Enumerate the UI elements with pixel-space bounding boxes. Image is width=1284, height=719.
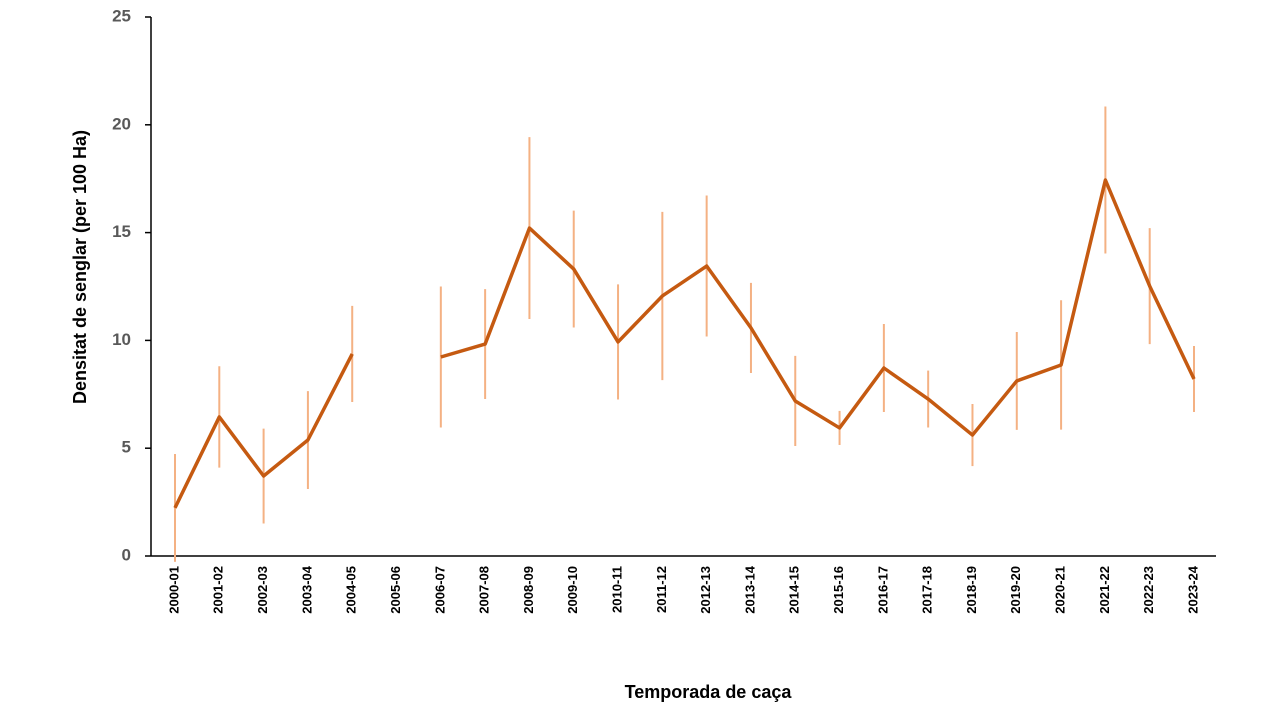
x-tick-label: 2009-10 xyxy=(565,566,580,614)
data-line xyxy=(173,178,1196,509)
x-tick-label: 2017-18 xyxy=(920,566,935,614)
x-tick-label: 2001-02 xyxy=(211,566,226,614)
x-tick-label: 2000-01 xyxy=(166,566,181,614)
x-tick-label: 2014-15 xyxy=(787,566,802,614)
x-tick-label: 2011-12 xyxy=(654,566,669,613)
y-tick-label: 0 xyxy=(122,545,131,564)
x-axis-title: Temporada de caça xyxy=(625,682,793,702)
x-tick-label: 2012-13 xyxy=(698,566,713,614)
x-tick-label: 2007-08 xyxy=(477,566,492,614)
y-tick-label: 10 xyxy=(112,330,131,349)
x-tick-label: 2005-06 xyxy=(388,566,403,614)
x-tick-label: 2013-14 xyxy=(742,565,757,613)
x-tick-label: 2006-07 xyxy=(432,566,447,614)
x-tick-label: 2008-09 xyxy=(521,566,536,614)
x-tick-label: 2010-11 xyxy=(609,566,624,613)
y-tick-label: 20 xyxy=(112,114,131,133)
x-tick-label: 2023-24 xyxy=(1185,565,1200,613)
x-tick-label: 2020-21 xyxy=(1053,566,1068,614)
x-tick-label: 2004-05 xyxy=(344,566,359,614)
y-tick-label: 5 xyxy=(122,438,131,457)
y-tick-label: 15 xyxy=(112,222,131,241)
x-tick-label: 2019-20 xyxy=(1008,566,1023,614)
y-tick-label: 25 xyxy=(112,6,131,25)
x-tick-label: 2002-03 xyxy=(255,566,270,614)
x-tick-label: 2016-17 xyxy=(875,566,890,614)
x-tick-label: 2021-22 xyxy=(1097,566,1112,614)
x-tick-label: 2003-04 xyxy=(299,565,314,613)
x-tick-label: 2015-16 xyxy=(831,566,846,614)
y-axis-title: Densitat de senglar (per 100 Ha) xyxy=(70,130,90,404)
x-tick-label: 2022-23 xyxy=(1141,566,1156,614)
x-tick-label: 2018-19 xyxy=(964,566,979,614)
